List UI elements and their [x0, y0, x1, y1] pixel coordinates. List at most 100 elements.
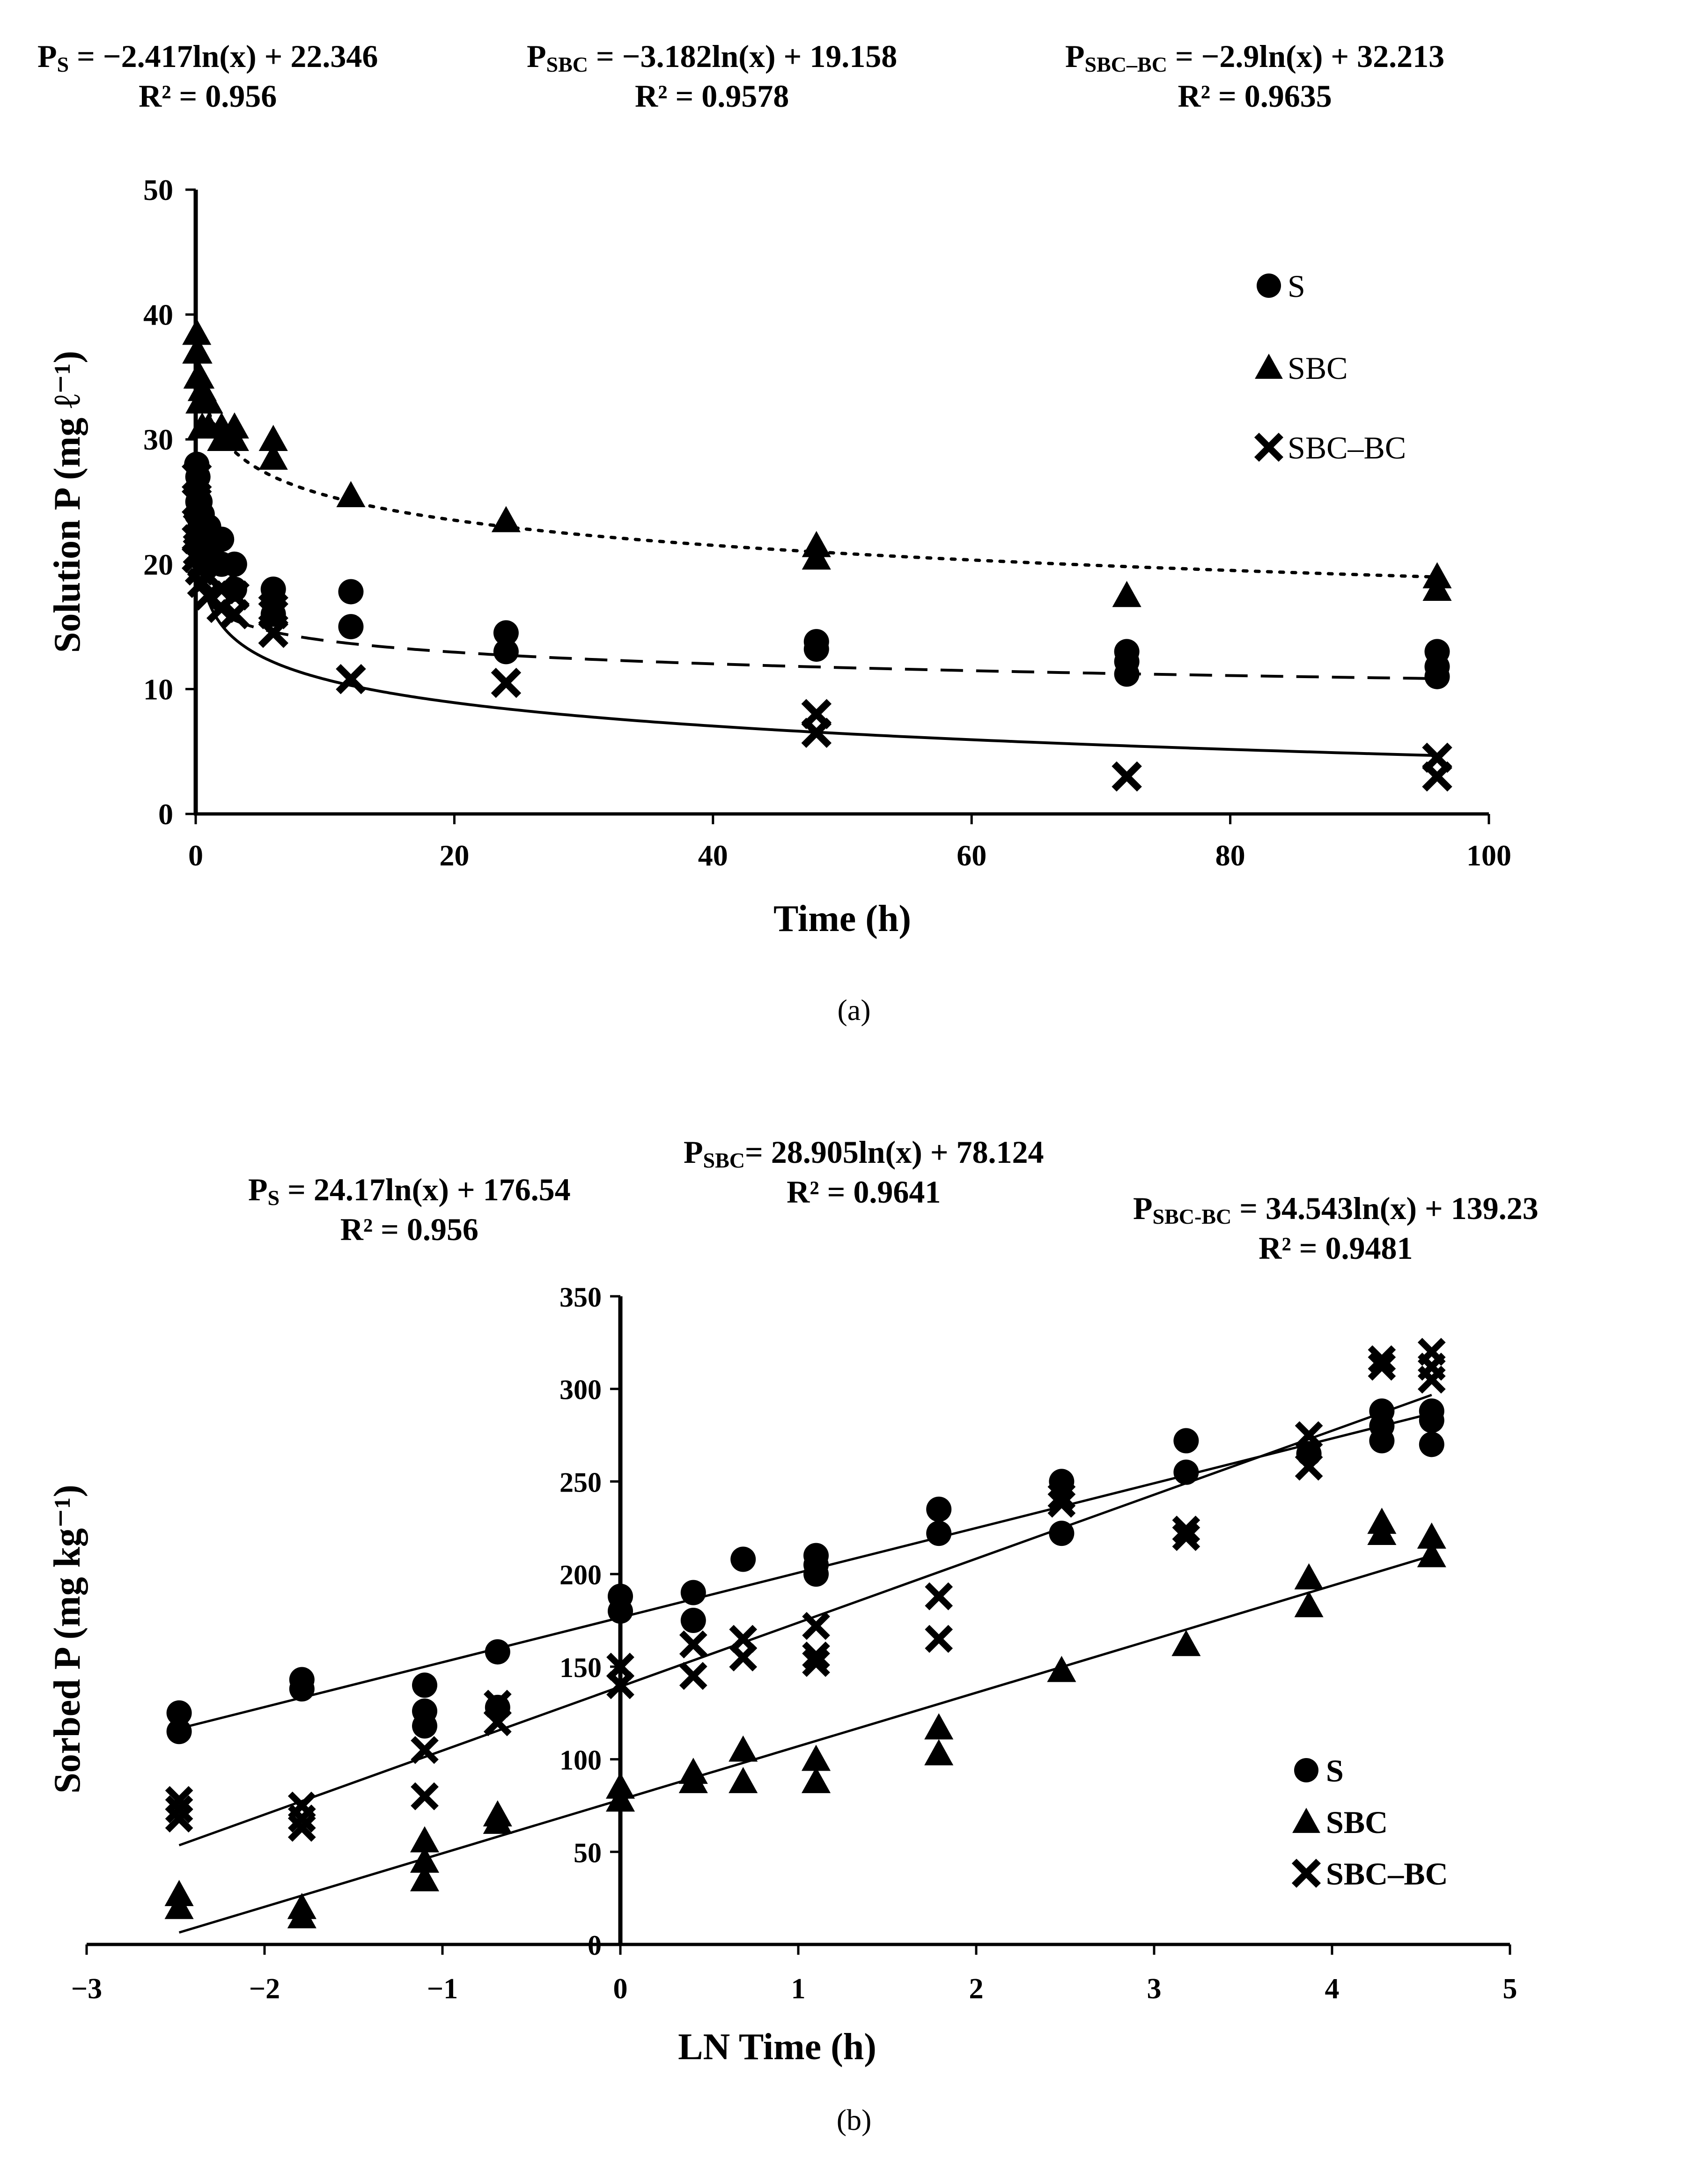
y-axis-title: Sorbed P (mg kg⁻¹): [47, 1485, 88, 1794]
point-sbc: [410, 1847, 440, 1873]
point-s: [803, 629, 829, 655]
legend-label-s: S: [1326, 1753, 1344, 1788]
point-sbc: [164, 1880, 194, 1907]
legend-marker-sbc–bc: [1291, 1858, 1321, 1888]
caption-b: (b): [836, 2103, 872, 2136]
point-s: [260, 576, 286, 602]
eq-rhs: = 28.905ln(x) + 78.124: [745, 1134, 1044, 1170]
point-sbc: [1422, 562, 1452, 589]
point-sbc–bc: [181, 461, 212, 492]
point-sbc–bc: [802, 1649, 830, 1677]
point-s: [1424, 639, 1450, 665]
point-sbc–bc: [1112, 761, 1142, 792]
point-sbc: [924, 1713, 954, 1740]
x-tick-label: 60: [957, 839, 987, 872]
y-tick-label: 0: [588, 1930, 602, 1961]
point-sbc–bc: [802, 1641, 830, 1670]
point-s: [209, 526, 235, 552]
point-sbc: [729, 1766, 758, 1793]
y-tick-label: 150: [560, 1652, 602, 1683]
point-sbc: [183, 337, 213, 364]
point-sbc–bc: [1172, 1523, 1200, 1551]
point-sbc: [1417, 1541, 1446, 1567]
point-sbc–bc: [258, 592, 288, 623]
y-tick-label: 50: [574, 1837, 602, 1868]
y-tick-label: 10: [143, 673, 173, 706]
point-sbc–bc: [287, 1814, 316, 1842]
point-sbc: [1294, 1563, 1324, 1589]
eq-sub: SBC: [546, 52, 589, 76]
point-s: [485, 1639, 510, 1665]
fit-line-sbc–bc: [178, 1394, 1432, 1847]
x-tick-label: 5: [1503, 1973, 1517, 2005]
x-tick-label: −2: [249, 1973, 280, 2005]
point-s: [493, 639, 519, 665]
eq-rhs: = −2.9ln(x) + 32.213: [1167, 38, 1445, 74]
y-tick-label: 100: [560, 1745, 602, 1776]
point-sbc–bc: [679, 1630, 707, 1659]
point-sbc–bc: [1422, 742, 1452, 773]
point-sbc: [182, 318, 212, 345]
point-sbc–bc: [483, 1690, 512, 1718]
x-tick-label: 1: [791, 1973, 806, 2005]
eq-lead: P: [37, 38, 57, 74]
equation-sbc-bc-b: PSBC-BC = 34.543ln(x) + 139.23 R² = 0.94…: [1133, 1190, 1539, 1268]
point-sbc: [483, 1800, 512, 1827]
legend-label-sbc: SBC: [1326, 1804, 1388, 1840]
point-sbc: [729, 1735, 758, 1762]
point-sbc–bc: [1047, 1482, 1076, 1510]
point-sbc: [801, 1766, 831, 1793]
point-sbc–bc: [1047, 1490, 1076, 1518]
eq-sub: S: [267, 1186, 280, 1210]
point-s: [1049, 1521, 1075, 1546]
equation-s-a: PS = −2.417ln(x) + 22.346 R² = 0.956: [37, 37, 378, 116]
eq-lead: P: [1065, 38, 1085, 74]
point-s: [1419, 1398, 1444, 1424]
point-s: [289, 1667, 315, 1692]
x-tick-label: 4: [1325, 1973, 1340, 2005]
x-tick-label: 0: [188, 839, 203, 872]
point-s: [926, 1521, 952, 1546]
point-s: [680, 1580, 706, 1605]
eq-sub: SBC: [703, 1148, 745, 1172]
point-sbc–bc: [411, 1736, 439, 1764]
point-sbc–bc: [1368, 1345, 1396, 1374]
point-s: [338, 614, 364, 640]
point-sbc–bc: [181, 487, 212, 517]
point-s: [1419, 1432, 1444, 1457]
eq-sub: SBC-BC: [1152, 1205, 1232, 1228]
point-sbc: [258, 443, 288, 470]
point-sbc–bc: [802, 1611, 830, 1640]
eq-r2: R² = 0.956: [139, 78, 277, 114]
point-sbc: [1417, 1522, 1446, 1549]
y-tick-label: 0: [158, 798, 173, 831]
legend-marker-s: [1257, 273, 1281, 298]
point-sbc: [410, 1865, 440, 1892]
eq-rhs: = 24.17ln(x) + 176.54: [280, 1172, 571, 1207]
point-s: [608, 1583, 633, 1609]
eq-sub: SBC–BC: [1084, 52, 1167, 76]
point-sbc–bc: [336, 664, 366, 695]
caption-a: (a): [837, 993, 871, 1027]
point-sbc: [287, 1892, 317, 1919]
eq-r2: R² = 0.9641: [787, 1174, 941, 1210]
legend-label-sbc–bc: SBC–BC: [1288, 430, 1406, 466]
point-sbc–bc: [165, 1786, 193, 1814]
point-sbc–bc: [1368, 1352, 1396, 1381]
point-sbc: [678, 1758, 708, 1784]
point-s: [730, 1546, 756, 1572]
point-sbc–bc: [183, 511, 213, 542]
eq-lead: P: [1133, 1190, 1153, 1226]
point-s: [412, 1698, 437, 1724]
point-sbc–bc: [729, 1625, 758, 1653]
point-sbc: [1047, 1655, 1076, 1682]
eq-lead: P: [684, 1134, 703, 1170]
y-tick-label: 300: [560, 1375, 602, 1405]
y-tick-label: 30: [143, 423, 173, 456]
y-tick-label: 350: [560, 1282, 602, 1313]
point-sbc–bc: [925, 1625, 953, 1653]
x-tick-label: 2: [969, 1973, 984, 2005]
point-s: [338, 579, 364, 605]
eq-sub: S: [57, 52, 69, 76]
